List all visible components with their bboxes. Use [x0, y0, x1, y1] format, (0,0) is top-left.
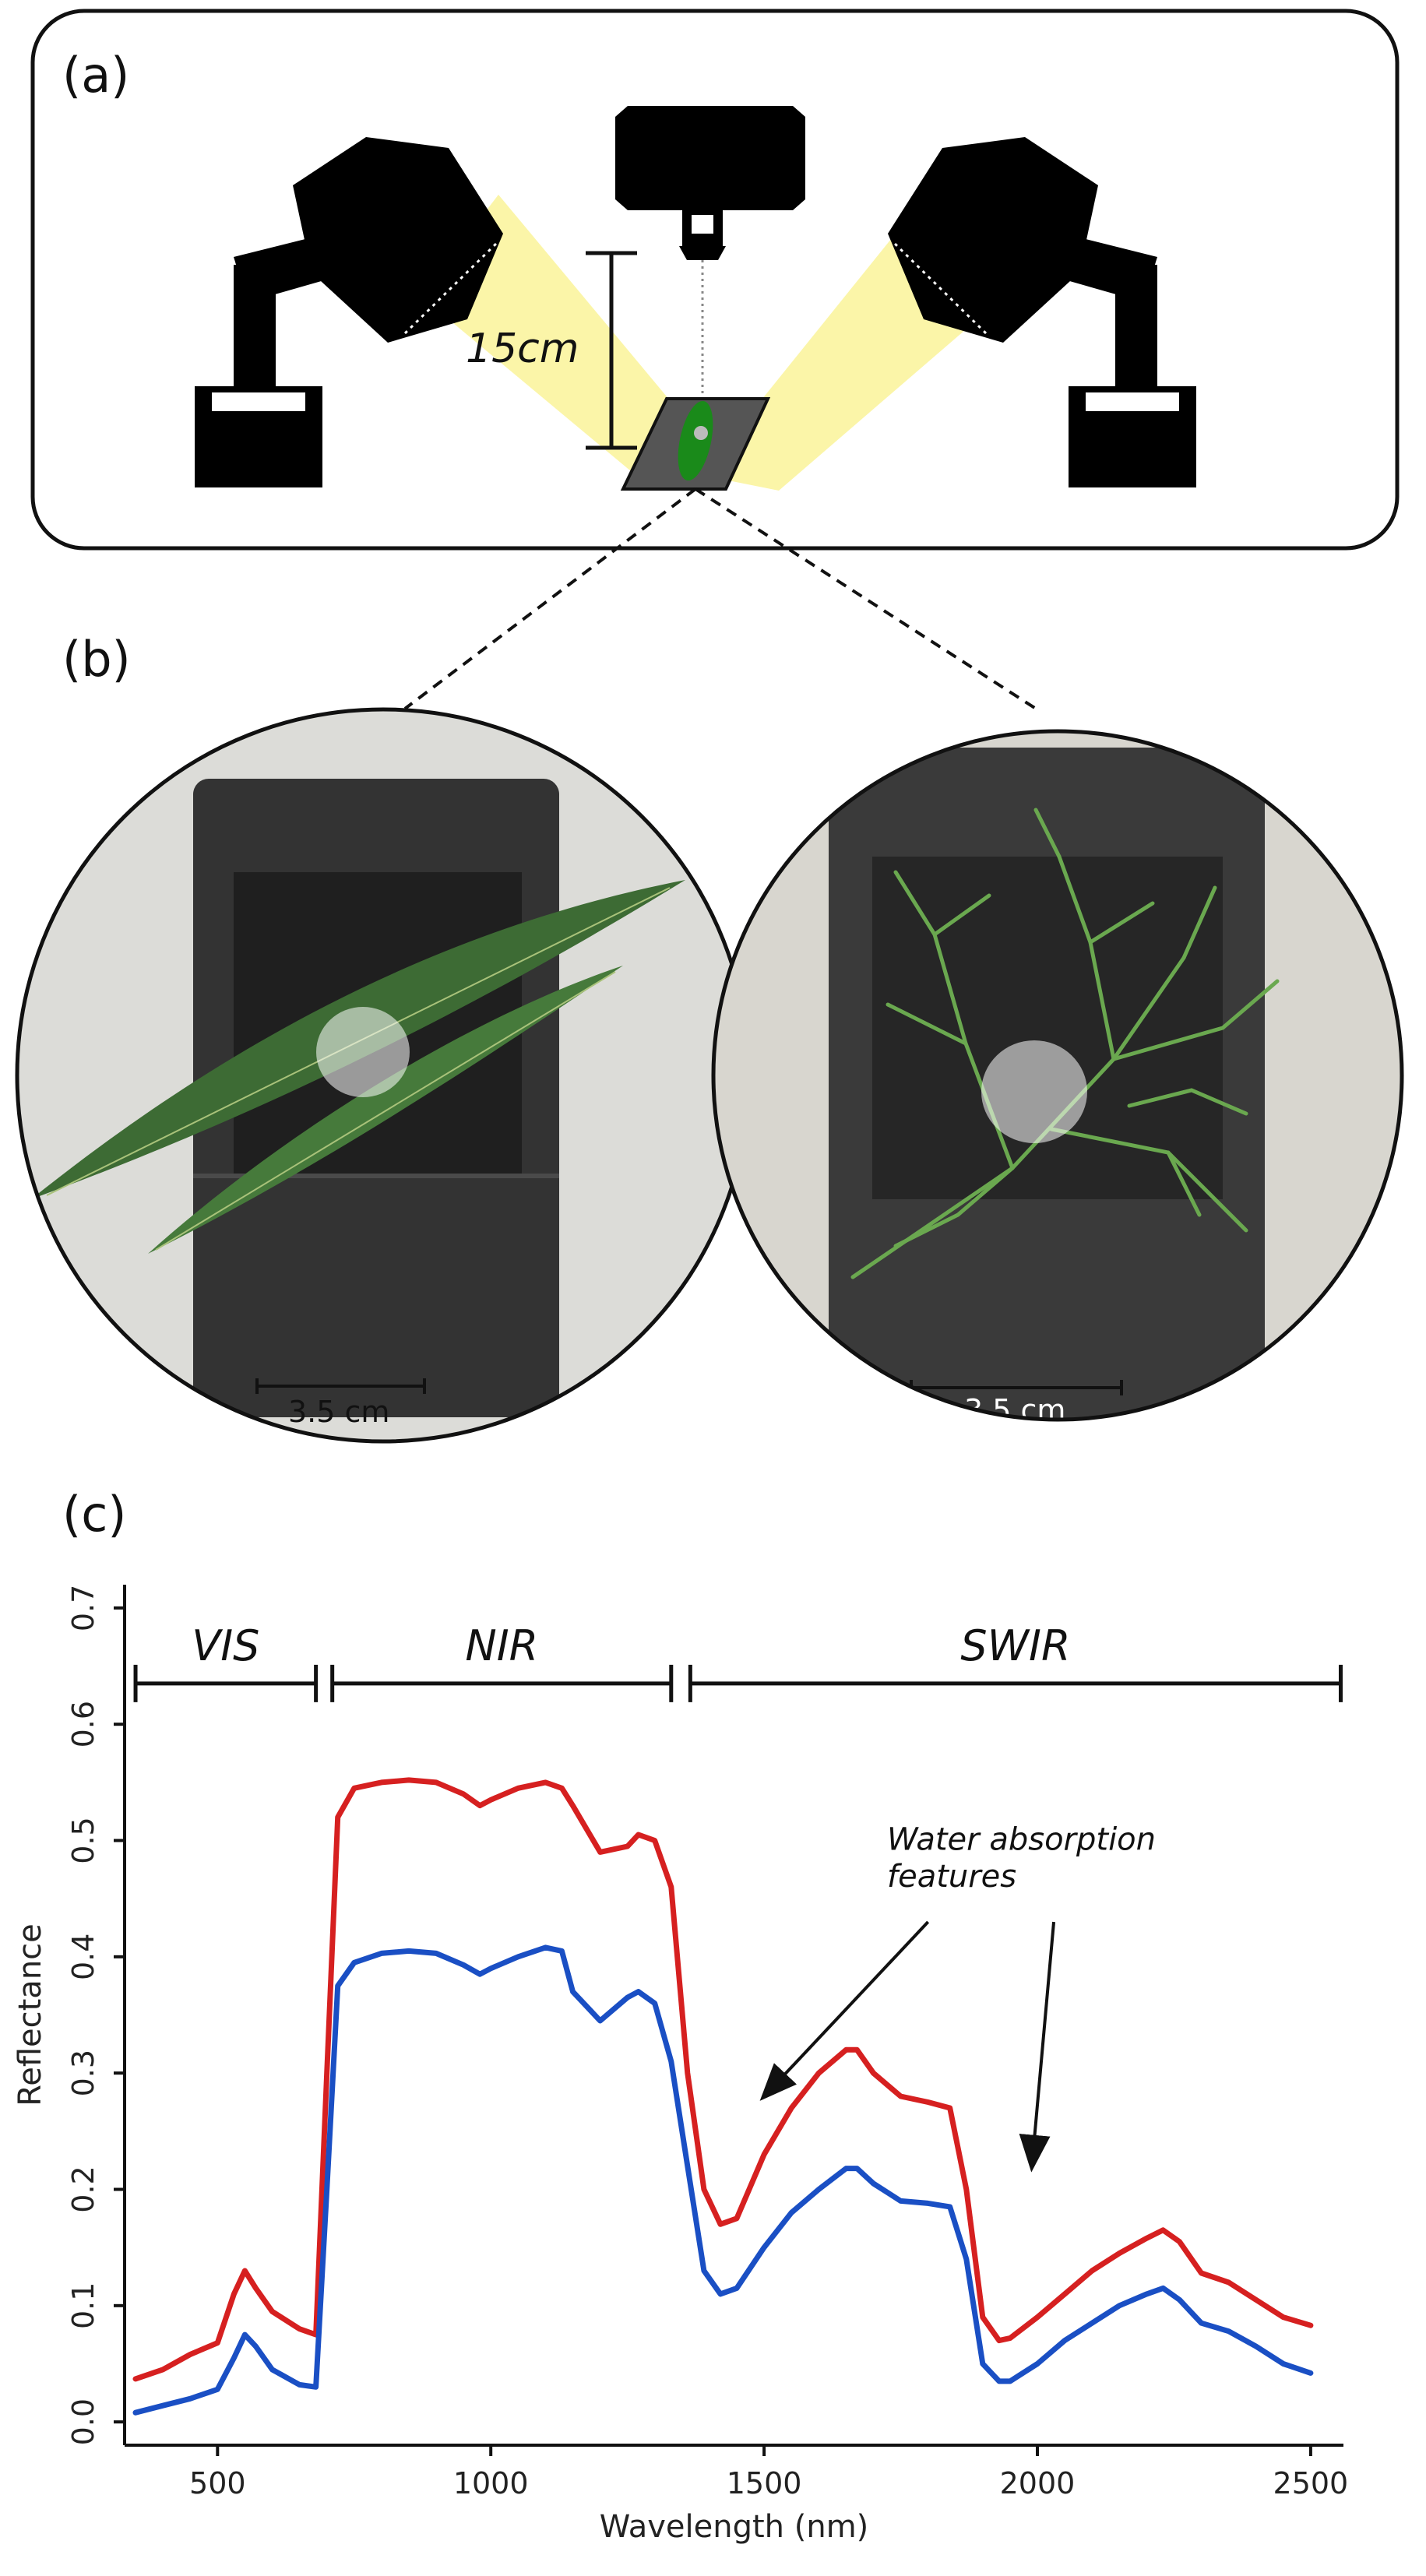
lamp-icon — [195, 137, 503, 487]
y-axis-title: Reflectance — [12, 1923, 48, 2106]
spectrometer-icon — [615, 106, 805, 436]
y-tick-label: 0.3 — [66, 2050, 100, 2096]
distance-marker — [586, 251, 637, 450]
annotation-text: Water absorption — [887, 1821, 1156, 1857]
annotation-arrow — [759, 1920, 930, 2101]
measurement-spot — [981, 1040, 1087, 1143]
series-line — [132, 1944, 1314, 2416]
y-tick-label: 0.2 — [66, 2166, 100, 2212]
region-label: NIR — [465, 1621, 538, 1670]
region-label: SWIR — [960, 1621, 1070, 1670]
panel-a: (a) — [30, 9, 1400, 551]
y-tick-label: 0.1 — [66, 2282, 100, 2329]
distance-label: 15cm — [466, 326, 579, 372]
zoom-line-left — [403, 487, 697, 710]
y-tick-label: 0.4 — [66, 1934, 100, 1980]
annotation-arrow — [1019, 1921, 1056, 2173]
panel-b-label: (b) — [62, 631, 131, 688]
series-line — [132, 1777, 1314, 2382]
measurement-spot — [316, 1007, 410, 1097]
annotation-text: features — [887, 1859, 1016, 1895]
leaf-sample-icon — [678, 400, 713, 481]
x-tick-label: 2000 — [1000, 2466, 1076, 2500]
x-tick-label: 2500 — [1273, 2466, 1349, 2500]
x-axis-title: Wavelength (nm) — [600, 2509, 869, 2545]
region-label: VIS — [192, 1621, 259, 1670]
y-tick-label: 0.7 — [66, 1585, 100, 1631]
panel-a-label: (a) — [62, 47, 129, 104]
reflectance-chart: 500 1000 1500 2000 2500 0.0 0.1 0.2 0.3 0.4 0.5 0.6… — [12, 1585, 1348, 2545]
zoom-line-right — [694, 487, 1037, 710]
y-tick-label: 0.0 — [66, 2398, 100, 2445]
x-tick-label: 500 — [189, 2466, 246, 2500]
scale-label-left: 3.5 cm — [288, 1395, 389, 1429]
measurement-spot — [694, 426, 708, 440]
x-tick-label: 1000 — [453, 2466, 529, 2500]
panel-c-label: (c) — [62, 1486, 126, 1543]
x-tick-label: 1500 — [727, 2466, 802, 2500]
y-tick-label: 0.5 — [66, 1817, 100, 1863]
photo-conifer: 3.5 cm — [713, 731, 1402, 1420]
photo-eucalyptus: 3.5 cm — [17, 709, 749, 1441]
y-tick-label: 0.6 — [66, 1701, 100, 1747]
light-beam-left — [421, 195, 732, 491]
photo-conifer-border — [711, 729, 1404, 1422]
lamp-icon — [888, 137, 1196, 487]
